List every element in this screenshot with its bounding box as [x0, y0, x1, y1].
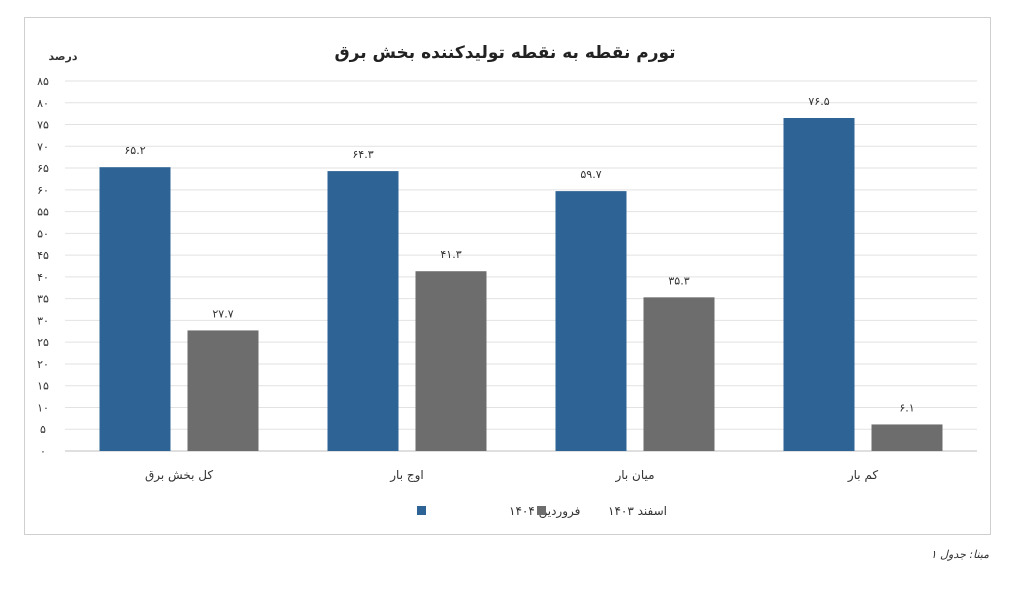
chart-frame: ۶۵.۲ ۲۷.۷ ۶۴.۳ ۴۱.۳ ۵۹.۷ ۳۵.۳ ۷۶.۵ ۶.۱ ۰ ۵ ۱۰ ۱۵ ۲۰… — [24, 17, 991, 535]
bar[interactable] — [187, 330, 259, 451]
data-label: ۵۹.۷ — [580, 168, 601, 181]
data-label: ۷۶.۵ — [808, 95, 829, 108]
legend[interactable]: فروردین ۱۴۰۴ اسفند ۱۴۰۳ — [417, 504, 667, 519]
y-tick-label: ۳۰ — [37, 314, 49, 327]
x-category-label: کل بخش برق — [145, 468, 213, 483]
chart-title: تورم نقطه به نقطه تولیدکننده بخش برق — [334, 43, 675, 63]
y-tick-label: ۷۵ — [37, 119, 49, 132]
legend-swatch[interactable] — [537, 506, 546, 515]
y-tick-label: ۸۵ — [37, 75, 49, 88]
data-label: ۶۵.۲ — [124, 144, 145, 157]
x-category-label: اوج بار — [389, 468, 423, 483]
x-axis: کل بخش برق اوج بار میان بار کم بار — [145, 468, 878, 483]
y-tick-label: ۲۵ — [37, 336, 49, 349]
y-tick-label: ۵۰ — [37, 227, 49, 240]
x-category-label: میان بار — [614, 468, 654, 483]
y-tick-label: ۴۵ — [37, 249, 49, 262]
y-tick-label: ۵۵ — [37, 206, 49, 219]
y-tick-label: ۳۵ — [37, 293, 49, 306]
data-labels: ۶۵.۲ ۲۷.۷ ۶۴.۳ ۴۱.۳ ۵۹.۷ ۳۵.۳ ۷۶.۵ ۶.۱ — [124, 95, 914, 414]
y-tick-label: ۶۵ — [37, 162, 49, 175]
data-label: ۲۷.۷ — [212, 307, 233, 320]
y-axis-title: درصد — [49, 50, 78, 63]
y-tick-label: ۱۵ — [37, 380, 49, 393]
bar[interactable] — [783, 118, 855, 451]
data-label: ۳۵.۳ — [668, 274, 689, 287]
legend-label[interactable]: اسفند ۱۴۰۳ — [608, 504, 667, 518]
y-tick-label: ۸۰ — [37, 97, 49, 110]
bar[interactable] — [555, 191, 627, 452]
bars — [99, 118, 943, 452]
bar[interactable] — [871, 424, 943, 451]
y-tick-label: ۲۰ — [37, 358, 49, 371]
y-tick-label: ۱۰ — [37, 401, 49, 414]
legend-swatch[interactable] — [417, 506, 426, 515]
bar[interactable] — [415, 271, 487, 451]
data-label: ۴۱.۳ — [440, 248, 461, 261]
y-tick-label: ۵ — [40, 423, 46, 436]
y-tick-label: ۰ — [40, 445, 46, 458]
y-tick-label: ۴۰ — [37, 271, 49, 284]
y-axis: ۰ ۵ ۱۰ ۱۵ ۲۰ ۲۵ ۳۰ ۳۵ ۴۰ ۴۵ ۵۰ ۵۵ ۶۰ ۶۵ ۷۰ ۷۵ ۸۰ ۸۵ — [37, 75, 49, 458]
x-category-label: کم بار — [847, 468, 879, 483]
data-label: ۶۴.۳ — [352, 148, 373, 161]
y-tick-label: ۷۰ — [37, 140, 49, 153]
bar[interactable] — [99, 167, 171, 451]
data-label: ۶.۱ — [899, 401, 914, 414]
source-note: مبنا: جدول ۱ — [930, 548, 989, 561]
bar[interactable] — [643, 297, 715, 451]
bar[interactable] — [327, 171, 399, 451]
bar-chart: ۶۵.۲ ۲۷.۷ ۶۴.۳ ۴۱.۳ ۵۹.۷ ۳۵.۳ ۷۶.۵ ۶.۱ ۰ ۵ ۱۰ ۱۵ ۲۰… — [37, 43, 977, 519]
y-tick-label: ۶۰ — [37, 184, 49, 197]
